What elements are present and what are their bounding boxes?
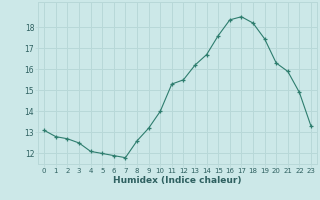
X-axis label: Humidex (Indice chaleur): Humidex (Indice chaleur) bbox=[113, 176, 242, 185]
